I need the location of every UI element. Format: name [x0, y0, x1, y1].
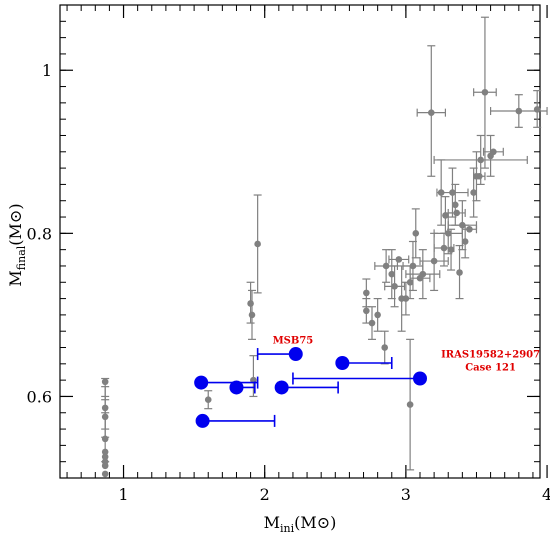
annotations: MSB75 IRAS19582+2907 Case 121 [273, 335, 541, 373]
gray-data-point [254, 240, 261, 248]
gray-data-point [374, 311, 381, 319]
x-tick-label: 1 [118, 485, 128, 504]
gray-data-point [515, 107, 523, 115]
gray-data-point [247, 300, 254, 307]
y-axis-label: Mfinal(M⊙) [6, 203, 28, 286]
blue-data-point [335, 356, 350, 371]
y-axis-label-main: M [6, 270, 25, 286]
series-layer [101, 16, 548, 478]
blue-series [194, 347, 427, 428]
x-axis-label: Mini(M⊙) [264, 513, 337, 535]
gray-data-point [490, 148, 497, 156]
y-tick-label: 1 [42, 61, 52, 80]
plot-frame [59, 4, 541, 479]
y-tick-label: 0.6 [27, 387, 52, 406]
gray-data-point [382, 262, 390, 270]
gray-data-point [101, 378, 109, 386]
x-tick-label: 3 [401, 485, 411, 504]
gray-data-point [447, 246, 455, 253]
gray-data-point [388, 270, 396, 278]
gray-data-point [475, 172, 483, 180]
gray-data-point [412, 230, 420, 237]
gray-data-point [444, 230, 452, 237]
blue-data-point [195, 413, 210, 428]
gray-data-point [391, 283, 398, 290]
major-ticks [60, 5, 548, 478]
gray-data-point [456, 269, 463, 276]
gray-data-point [406, 278, 414, 286]
gray-data-point [466, 225, 473, 233]
gray-data-point [402, 295, 410, 302]
annotation-label: MSB75 [273, 335, 314, 346]
annotation-label: IRAS19582+2907 [441, 349, 540, 360]
gray-series [101, 16, 548, 478]
blue-data-point [413, 371, 427, 386]
x-axis-label-unit: (M⊙) [294, 513, 336, 532]
gray-data-point [442, 212, 449, 219]
gray-data-point [406, 401, 414, 408]
gray-data-point [409, 262, 417, 270]
gray-data-point [363, 307, 370, 315]
x-axis-label-sub: ini [280, 522, 295, 535]
gray-data-point [477, 156, 485, 164]
blue-data-point [288, 347, 303, 362]
gray-data-point [248, 311, 256, 319]
gray-data-point [440, 244, 448, 252]
blue-data-point [229, 380, 244, 395]
y-axis-label-unit: (M⊙) [6, 203, 25, 245]
gray-data-point [381, 344, 389, 351]
gray-data-point [533, 106, 541, 113]
gray-data-point [101, 462, 109, 470]
gray-data-point [101, 470, 109, 478]
x-axis-label-main: M [264, 513, 280, 532]
gray-data-point [427, 109, 435, 116]
gray-data-point [363, 289, 370, 297]
x-tick-label: 4 [542, 485, 550, 504]
gray-data-point [204, 396, 212, 404]
gray-data-point [461, 238, 469, 245]
gray-data-point [395, 256, 403, 263]
gray-data-point [368, 319, 376, 327]
gray-data-point [449, 189, 456, 196]
gray-data-point [481, 88, 489, 96]
x-tick-label: 2 [260, 485, 270, 504]
tick-labels: 1 2 3 4 0.6 0.8 1 [27, 61, 550, 504]
gray-data-point [453, 209, 461, 217]
gray-data-point [451, 201, 459, 209]
blue-data-point [194, 375, 209, 390]
y-axis-label-sub: final [15, 245, 28, 270]
gray-data-point [419, 270, 427, 278]
gray-data-point [101, 453, 109, 461]
y-tick-label: 0.8 [27, 224, 52, 243]
gray-data-point [101, 435, 109, 443]
gray-data-point [430, 257, 438, 265]
blue-data-point [274, 380, 289, 395]
annotation-label: Case 121 [465, 362, 516, 373]
gray-data-point [101, 448, 109, 456]
gray-data-point [470, 189, 477, 196]
